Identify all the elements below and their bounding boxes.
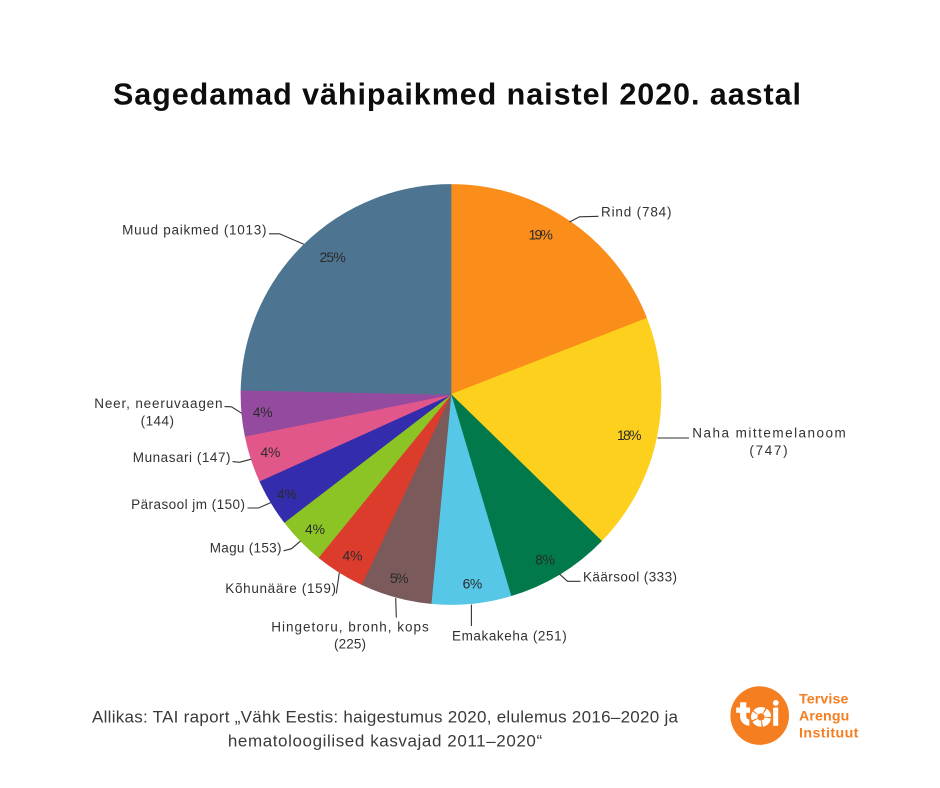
svg-text:4%: 4% — [305, 521, 325, 537]
svg-text:19%: 19% — [529, 227, 553, 243]
svg-text:6%: 6% — [463, 576, 483, 592]
svg-text:4%: 4% — [277, 486, 297, 502]
svg-text:(144): (144) — [141, 413, 174, 428]
svg-text:18%: 18% — [617, 427, 642, 443]
svg-text:(225): (225) — [334, 637, 366, 652]
svg-text:8%: 8% — [535, 552, 555, 568]
svg-text:Tervise: Tervise — [799, 692, 849, 708]
svg-text:Hingetoru, bronh, kops: Hingetoru, bronh, kops — [271, 620, 429, 635]
svg-text:Rind (784): Rind (784) — [601, 205, 672, 220]
svg-text:Munasari (147): Munasari (147) — [133, 450, 231, 465]
svg-text:Naha mittemelanoom: Naha mittemelanoom — [692, 426, 846, 441]
svg-text:4%: 4% — [253, 404, 273, 420]
svg-text:Allikas: TAI raport „Vähk Eest: Allikas: TAI raport „Vähk Eestis: haiges… — [92, 708, 679, 727]
svg-text:Emakakeha (251): Emakakeha (251) — [452, 629, 567, 644]
svg-text:Magu (153): Magu (153) — [210, 540, 282, 555]
svg-text:Sagedamad vähipaikmed naistel: Sagedamad vähipaikmed naistel 2020. aast… — [113, 78, 801, 112]
svg-text:Neer, neeruvaagen: Neer, neeruvaagen — [94, 396, 222, 411]
svg-text:4%: 4% — [343, 547, 363, 563]
svg-text:5%: 5% — [390, 570, 409, 586]
svg-text:Kõhunääre (159): Kõhunääre (159) — [225, 581, 336, 596]
svg-text:Muud paikmed (1013): Muud paikmed (1013) — [122, 223, 266, 238]
svg-text:25%: 25% — [319, 249, 345, 265]
svg-text:Käärsool (333): Käärsool (333) — [583, 570, 677, 585]
svg-text:Instituut: Instituut — [799, 725, 859, 741]
svg-text:hematoloogilised kasvajad 2011: hematoloogilised kasvajad 2011–2020“ — [228, 731, 543, 750]
svg-text:Pärasool jm (150): Pärasool jm (150) — [131, 497, 245, 512]
svg-text:(747): (747) — [749, 443, 787, 458]
svg-text:Arengu: Arengu — [799, 709, 849, 725]
svg-text:4%: 4% — [260, 444, 280, 460]
